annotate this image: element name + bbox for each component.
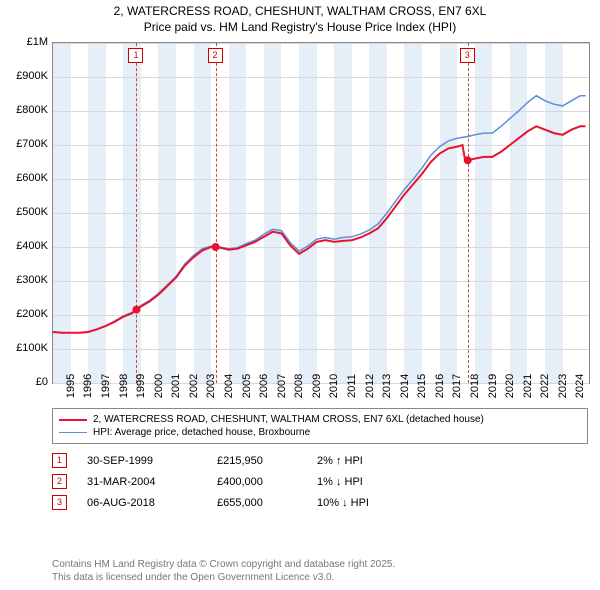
x-tick-label: 2004: [223, 374, 235, 398]
legend-label: HPI: Average price, detached house, Brox…: [93, 427, 310, 438]
x-tick-label: 2023: [557, 374, 569, 398]
footer-attribution: Contains HM Land Registry data © Crown c…: [52, 558, 588, 584]
x-tick-label: 2003: [205, 374, 217, 398]
event-row: 3 06-AUG-2018 £655,000 10% ↓ HPI: [52, 492, 588, 513]
x-tick-label: 2024: [574, 374, 586, 398]
x-tick-label: 1995: [65, 374, 77, 398]
event-marker: 1: [128, 48, 143, 63]
x-tick-label: 2014: [399, 374, 411, 398]
x-tick-label: 2019: [487, 374, 499, 398]
price-dot: [464, 157, 471, 164]
x-tick-label: 2007: [276, 374, 288, 398]
series-red: [53, 126, 586, 332]
event-date: 06-AUG-2018: [87, 497, 197, 509]
x-tick-label: 1996: [82, 374, 94, 398]
x-tick-label: 2012: [364, 374, 376, 398]
y-tick-label: £0: [6, 376, 48, 388]
title-line-1: 2, WATERCRESS ROAD, CHESHUNT, WALTHAM CR…: [8, 4, 592, 20]
x-tick-label: 2008: [293, 374, 305, 398]
event-price: £215,950: [217, 455, 297, 467]
event-marker: 3: [52, 495, 67, 510]
x-tick-label: 2011: [346, 374, 358, 398]
y-tick-label: £900K: [6, 70, 48, 82]
price-dot: [212, 244, 219, 251]
x-tick-label: 2021: [522, 374, 534, 398]
y-tick-label: £500K: [6, 206, 48, 218]
x-tick-label: 1997: [100, 374, 112, 398]
legend-label: 2, WATERCRESS ROAD, CHESHUNT, WALTHAM CR…: [93, 414, 484, 425]
event-pct: 2% ↑ HPI: [317, 455, 437, 467]
event-date: 31-MAR-2004: [87, 476, 197, 488]
x-tick-label: 2010: [328, 374, 340, 398]
x-tick-label: 2006: [258, 374, 270, 398]
price-dot: [133, 306, 140, 313]
x-tick-label: 2000: [153, 374, 165, 398]
legend-swatch: [59, 432, 87, 433]
x-tick-label: 1998: [118, 374, 130, 398]
x-tick-label: 2017: [451, 374, 463, 398]
legend: 2, WATERCRESS ROAD, CHESHUNT, WALTHAM CR…: [52, 408, 588, 444]
series-blue: [53, 96, 586, 333]
y-tick-label: £600K: [6, 172, 48, 184]
legend-swatch: [59, 419, 87, 421]
y-tick-label: £200K: [6, 308, 48, 320]
event-date: 30-SEP-1999: [87, 455, 197, 467]
x-tick-label: 2013: [381, 374, 393, 398]
chart-svg: [53, 43, 589, 383]
y-tick-label: £300K: [6, 274, 48, 286]
event-price: £400,000: [217, 476, 297, 488]
y-tick-label: £400K: [6, 240, 48, 252]
legend-item: 2, WATERCRESS ROAD, CHESHUNT, WALTHAM CR…: [59, 413, 581, 426]
events-table: 1 30-SEP-1999 £215,950 2% ↑ HPI 2 31-MAR-2004…: [52, 450, 588, 513]
x-tick-label: 2016: [434, 374, 446, 398]
y-tick-label: £1M: [6, 36, 48, 48]
title-line-2: Price paid vs. HM Land Registry's House …: [8, 20, 592, 36]
x-tick-label: 2005: [241, 374, 253, 398]
event-row: 2 31-MAR-2004 £400,000 1% ↓ HPI: [52, 471, 588, 492]
footer-line-1: Contains HM Land Registry data © Crown c…: [52, 558, 588, 571]
x-tick-label: 2022: [539, 374, 551, 398]
x-tick-label: 2020: [504, 374, 516, 398]
y-tick-label: £800K: [6, 104, 48, 116]
event-marker: 2: [52, 474, 67, 489]
event-pct: 1% ↓ HPI: [317, 476, 437, 488]
event-row: 1 30-SEP-1999 £215,950 2% ↑ HPI: [52, 450, 588, 471]
x-tick-label: 2002: [188, 374, 200, 398]
event-marker: 1: [52, 453, 67, 468]
legend-item: HPI: Average price, detached house, Brox…: [59, 426, 581, 439]
x-tick-label: 2015: [416, 374, 428, 398]
x-tick-label: 2018: [469, 374, 481, 398]
chart-plot-area: [52, 42, 590, 384]
event-marker: 2: [208, 48, 223, 63]
x-tick-label: 2009: [311, 374, 323, 398]
x-tick-label: 1999: [135, 374, 147, 398]
event-marker: 3: [460, 48, 475, 63]
event-price: £655,000: [217, 497, 297, 509]
x-tick-label: 2001: [170, 374, 182, 398]
y-tick-label: £700K: [6, 138, 48, 150]
y-tick-label: £100K: [6, 342, 48, 354]
event-pct: 10% ↓ HPI: [317, 497, 437, 509]
footer-line-2: This data is licensed under the Open Gov…: [52, 571, 588, 584]
